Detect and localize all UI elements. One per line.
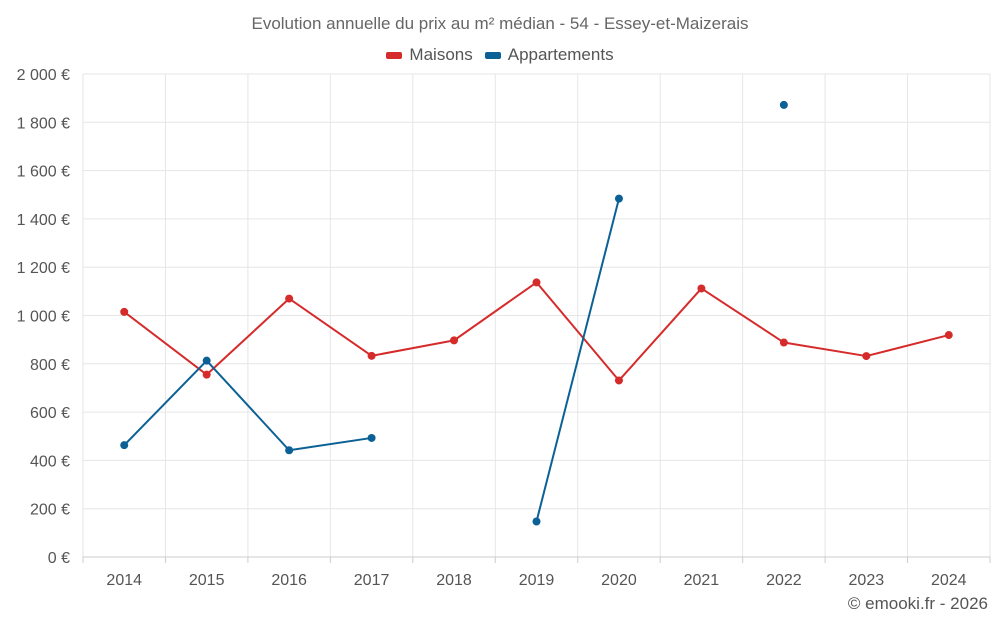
data-point-appartements bbox=[367, 433, 376, 442]
y-tick-label: 1 200 € bbox=[17, 260, 70, 277]
legend-swatch-appartements bbox=[484, 51, 501, 59]
data-point-maisons bbox=[202, 370, 211, 379]
axes: 0 € 200 € 400 € 600 € 800 € 1 000 € 1 200 € 1 4… bbox=[17, 67, 991, 589]
data-point-maisons bbox=[450, 336, 459, 345]
y-tick-label: 1 800 € bbox=[17, 115, 70, 132]
data-point-maisons bbox=[120, 307, 129, 316]
grid bbox=[82, 73, 991, 558]
data-point-appartements bbox=[202, 356, 211, 365]
data-point-maisons bbox=[862, 352, 871, 361]
series-line-appartements bbox=[535, 198, 620, 522]
legend-item-appartements[interactable]: Appartements bbox=[484, 45, 614, 65]
data-point-maisons bbox=[944, 331, 953, 340]
series-line-appartements bbox=[123, 359, 372, 452]
data-point-appartements bbox=[285, 446, 294, 455]
y-tick-label: 1 000 € bbox=[17, 309, 70, 326]
y-tick-label: 1 600 € bbox=[17, 164, 70, 181]
x-tick-label: 2015 bbox=[189, 572, 225, 589]
x-tick-label: 2019 bbox=[519, 572, 555, 589]
data-point-appartements bbox=[120, 441, 129, 450]
data-point-appartements bbox=[614, 194, 623, 203]
y-tick-label: 400 € bbox=[30, 453, 70, 470]
x-tick-label: 2018 bbox=[436, 572, 472, 589]
legend-item-maisons[interactable]: Maisons bbox=[386, 45, 473, 65]
y-tick-label: 2 000 € bbox=[17, 67, 70, 84]
y-tick-label: 0 € bbox=[48, 550, 70, 567]
x-tick-label: 2017 bbox=[354, 572, 390, 589]
legend-label-appartements: Appartements bbox=[507, 45, 614, 64]
x-tick-label: 2020 bbox=[601, 572, 637, 589]
x-tick-label: 2021 bbox=[684, 572, 720, 589]
x-tick-label: 2014 bbox=[106, 572, 142, 589]
x-tick-label: 2023 bbox=[849, 572, 885, 589]
data-point-appartements bbox=[779, 100, 788, 109]
legend: Maisons Appartements bbox=[0, 45, 1000, 65]
y-tick-label: 600 € bbox=[30, 405, 70, 422]
y-tick-label: 1 400 € bbox=[17, 212, 70, 229]
credit-text[interactable]: © emooki.fr - 2026 bbox=[847, 594, 988, 613]
legend-label-maisons: Maisons bbox=[409, 45, 473, 64]
x-tick-label: 2022 bbox=[766, 572, 802, 589]
data-point-maisons bbox=[779, 338, 788, 347]
legend-swatch-maisons bbox=[386, 51, 403, 59]
chart-title: Evolution annuelle du prix au m² médian … bbox=[251, 14, 749, 33]
y-tick-label: 800 € bbox=[30, 357, 70, 374]
series-layer bbox=[120, 100, 953, 526]
series-appartements bbox=[120, 100, 788, 526]
data-point-maisons bbox=[697, 284, 706, 293]
data-point-maisons bbox=[614, 376, 623, 385]
data-point-maisons bbox=[285, 294, 294, 303]
x-tick-label: 2024 bbox=[931, 572, 967, 589]
series-maisons bbox=[120, 278, 953, 385]
data-point-appartements bbox=[532, 517, 541, 526]
x-tick-label: 2016 bbox=[271, 572, 307, 589]
data-point-maisons bbox=[532, 278, 541, 287]
y-tick-label: 200 € bbox=[30, 502, 70, 519]
data-point-maisons bbox=[367, 351, 376, 360]
